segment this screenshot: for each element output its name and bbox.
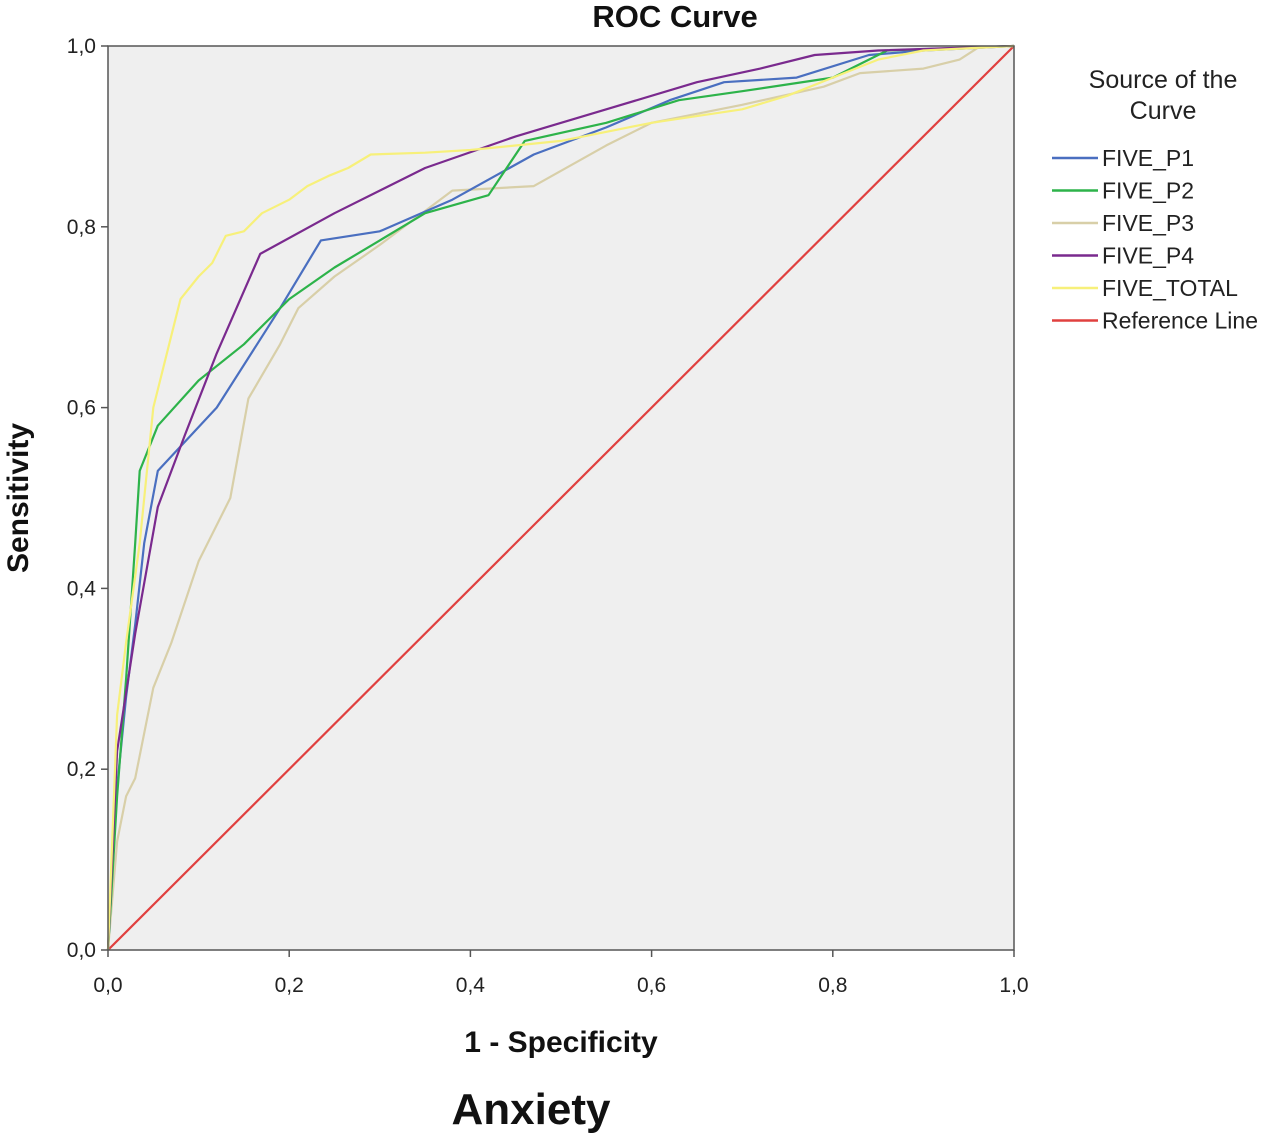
series-line-five-p4 [106, 44, 1015, 951]
legend-label: Reference Line [1102, 308, 1258, 334]
legend-title-line-1: Source of the [1089, 66, 1238, 94]
legend-label: FIVE_P2 [1102, 178, 1194, 204]
series-line-five-total [106, 44, 1015, 951]
y-tick-label: 0,8 [67, 216, 96, 239]
x-tick-label: 0,4 [456, 974, 486, 997]
legend-label: FIVE_P4 [1102, 243, 1194, 269]
x-tick-label: 0,0 [93, 974, 122, 997]
y-tick-label: 0,4 [67, 577, 97, 600]
legend-title-line-2: Curve [1130, 97, 1197, 125]
chart-subtitle: Anxiety [452, 1085, 611, 1134]
x-tick-label: 0,2 [275, 974, 304, 997]
legend-label: FIVE_P1 [1102, 145, 1194, 171]
ticks-layer: 0,0 0,2 0,4 0,6 0,8 1,0 0,0 0,2 0,4 0,6 0,8 1,0 [67, 35, 1029, 997]
y-tick-label: 0,6 [67, 397, 96, 420]
chart-title: ROC Curve [592, 0, 757, 34]
legend-label: FIVE_TOTAL [1102, 275, 1238, 301]
y-tick-label: 0,2 [67, 758, 96, 781]
x-tick-label: 1,0 [999, 974, 1028, 997]
x-tick-label: 0,6 [637, 974, 666, 997]
y-tick-label: 1,0 [67, 35, 96, 58]
plot-frame [107, 45, 1015, 951]
series-layer [106, 44, 1015, 951]
x-axis-title: 1 - Specificity [464, 1026, 658, 1059]
legend: Source of the Curve FIVE_P1FIVE_P2FIVE_P… [1052, 66, 1258, 334]
series-line-five-p3 [106, 44, 1015, 951]
series-line-five-p1 [106, 44, 1015, 951]
series-line-five-p2 [106, 44, 1015, 951]
y-axis-title: Sensitivity [2, 423, 35, 573]
series-line-reference-line [107, 45, 1015, 951]
legend-items: FIVE_P1 FIVE_P2 FIVE_P3 FIVE_P4 FIVE_TOTAL Re… [1052, 145, 1258, 334]
y-tick-label: 0,0 [67, 939, 96, 962]
x-tick-label: 0,8 [818, 974, 847, 997]
legend-label: FIVE_P3 [1102, 210, 1194, 236]
